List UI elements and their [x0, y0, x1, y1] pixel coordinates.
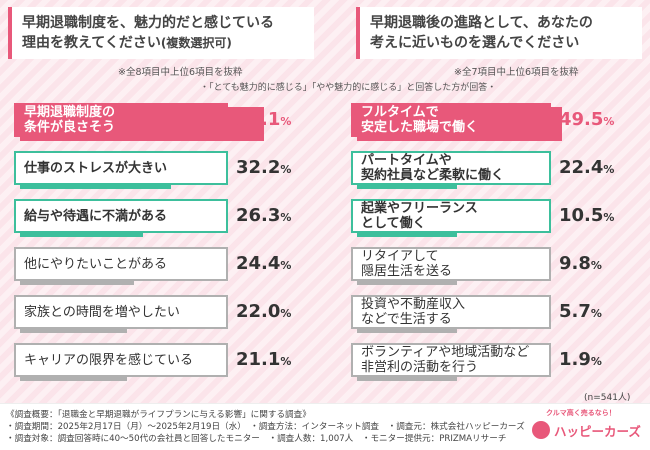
right-category-label-6: ボランティアや地域活動など 非営利の活動を行う — [351, 343, 551, 377]
right-category-text-3: 起業やフリーランス として働く — [361, 201, 478, 231]
right-category-label-3: 起業やフリーランス として働く — [351, 199, 551, 233]
left-note: ※全8項目中上位6項目を抜粋 — [118, 67, 243, 78]
left-title-main: 理由を教えてください — [22, 35, 161, 51]
right-value-label-6: 1.9% — [559, 349, 602, 370]
footer-line-2: ・調査期間：2025年2月17日（月）～2025年2月19日（水） ・調査方法：… — [6, 422, 525, 432]
right-value-label-1: 49.5% — [559, 109, 615, 130]
right-category-label-5: 投資や不動産収入 などで生活する — [351, 295, 551, 329]
right-note: ※全7項目中上位6項目を抜粋 — [454, 67, 579, 78]
left-value-label-1: 52.1% — [236, 109, 292, 130]
right-category-text-4: リタイアして 隠居生活を送る — [361, 249, 453, 279]
footer-line-3: ・調査対象：調査回答時に40～50代の会社員と回答したモニター ・調査人数：1,… — [6, 434, 507, 444]
left-title-line1: 早期退職制度を、魅力的だと感じている — [22, 15, 274, 31]
right-title-line2: 考えに近いものを選んでください — [370, 35, 580, 51]
right-category-label-4: リタイアして 隠居生活を送る — [351, 247, 551, 281]
left-category-text-6: キャリアの限界を感じている — [24, 352, 194, 368]
right-value-label-5: 5.7% — [559, 301, 602, 322]
right-category-text-5: 投資や不動産収入 などで生活する — [361, 297, 466, 327]
left-category-text-1: 早期退職制度の 条件が良さそう — [24, 105, 116, 135]
left-category-text-3: 給与や待遇に不満がある — [24, 208, 168, 224]
left-category-label-6: キャリアの限界を感じている — [14, 343, 228, 377]
right-category-label-1: フルタイムで 安定した職場で働く — [351, 103, 551, 137]
left-value-label-3: 26.3% — [236, 205, 292, 226]
sample-size-label: (n=541人) — [584, 393, 631, 403]
left-value-label-2: 32.2% — [236, 157, 292, 178]
footer-line-1: 《調査概要：「退職金と早期退職がライフプランに与える影響」に関する調査》 — [6, 410, 311, 420]
right-category-text-2: パートタイムや 契約社員など柔軟に働く — [361, 153, 505, 183]
left-category-label-4: 他にやりたいことがある — [14, 247, 228, 281]
left-value-label-6: 21.1% — [236, 349, 292, 370]
respondent-note: ・「とても魅力的に感じる」「やや魅力的に感じる」と回答した方が回答・ — [200, 83, 497, 93]
left-title-line2: 理由を教えてください(複数選択可) — [22, 33, 304, 53]
happycars-logo: クルマ高く売るなら！ ハッピーカーズ — [530, 408, 645, 446]
right-title-line1: 早期退職後の進路として、あなたの — [370, 15, 593, 31]
left-category-label-2: 仕事のストレスが大きい — [14, 151, 228, 185]
left-category-label-1: 早期退職制度の 条件が良さそう — [14, 103, 228, 137]
logo-tagline: クルマ高く売るなら！ — [546, 409, 616, 417]
left-category-text-2: 仕事のストレスが大きい — [24, 160, 168, 176]
survey-footer: 《調査概要：「退職金と早期退職がライフプランに与える影響」に関する調査》 ・調査… — [0, 403, 650, 450]
right-category-label-2: パートタイムや 契約社員など柔軟に働く — [351, 151, 551, 185]
left-title-suffix: (複数選択可) — [160, 36, 232, 50]
left-value-label-5: 22.0% — [236, 301, 292, 322]
right-category-text-6: ボランティアや地域活動など 非営利の活動を行う — [361, 345, 530, 375]
right-panel-header: 早期退職後の進路として、あなたの 考えに近いものを選んでください — [356, 7, 642, 59]
left-category-text-4: 他にやりたいことがある — [24, 256, 168, 272]
right-value-label-2: 22.4% — [559, 157, 615, 178]
pig-icon — [532, 421, 550, 439]
logo-name: ハッピーカーズ — [554, 424, 641, 439]
left-panel-header: 早期退職制度を、魅力的だと感じている 理由を教えてください(複数選択可) — [8, 7, 314, 59]
left-category-label-3: 給与や待遇に不満がある — [14, 199, 228, 233]
right-value-label-4: 9.8% — [559, 253, 602, 274]
left-category-label-5: 家族との時間を増やしたい — [14, 295, 228, 329]
left-category-text-5: 家族との時間を増やしたい — [24, 304, 180, 320]
right-category-text-1: フルタイムで 安定した職場で働く — [361, 105, 479, 135]
left-value-label-4: 24.4% — [236, 253, 292, 274]
right-value-label-3: 10.5% — [559, 205, 615, 226]
